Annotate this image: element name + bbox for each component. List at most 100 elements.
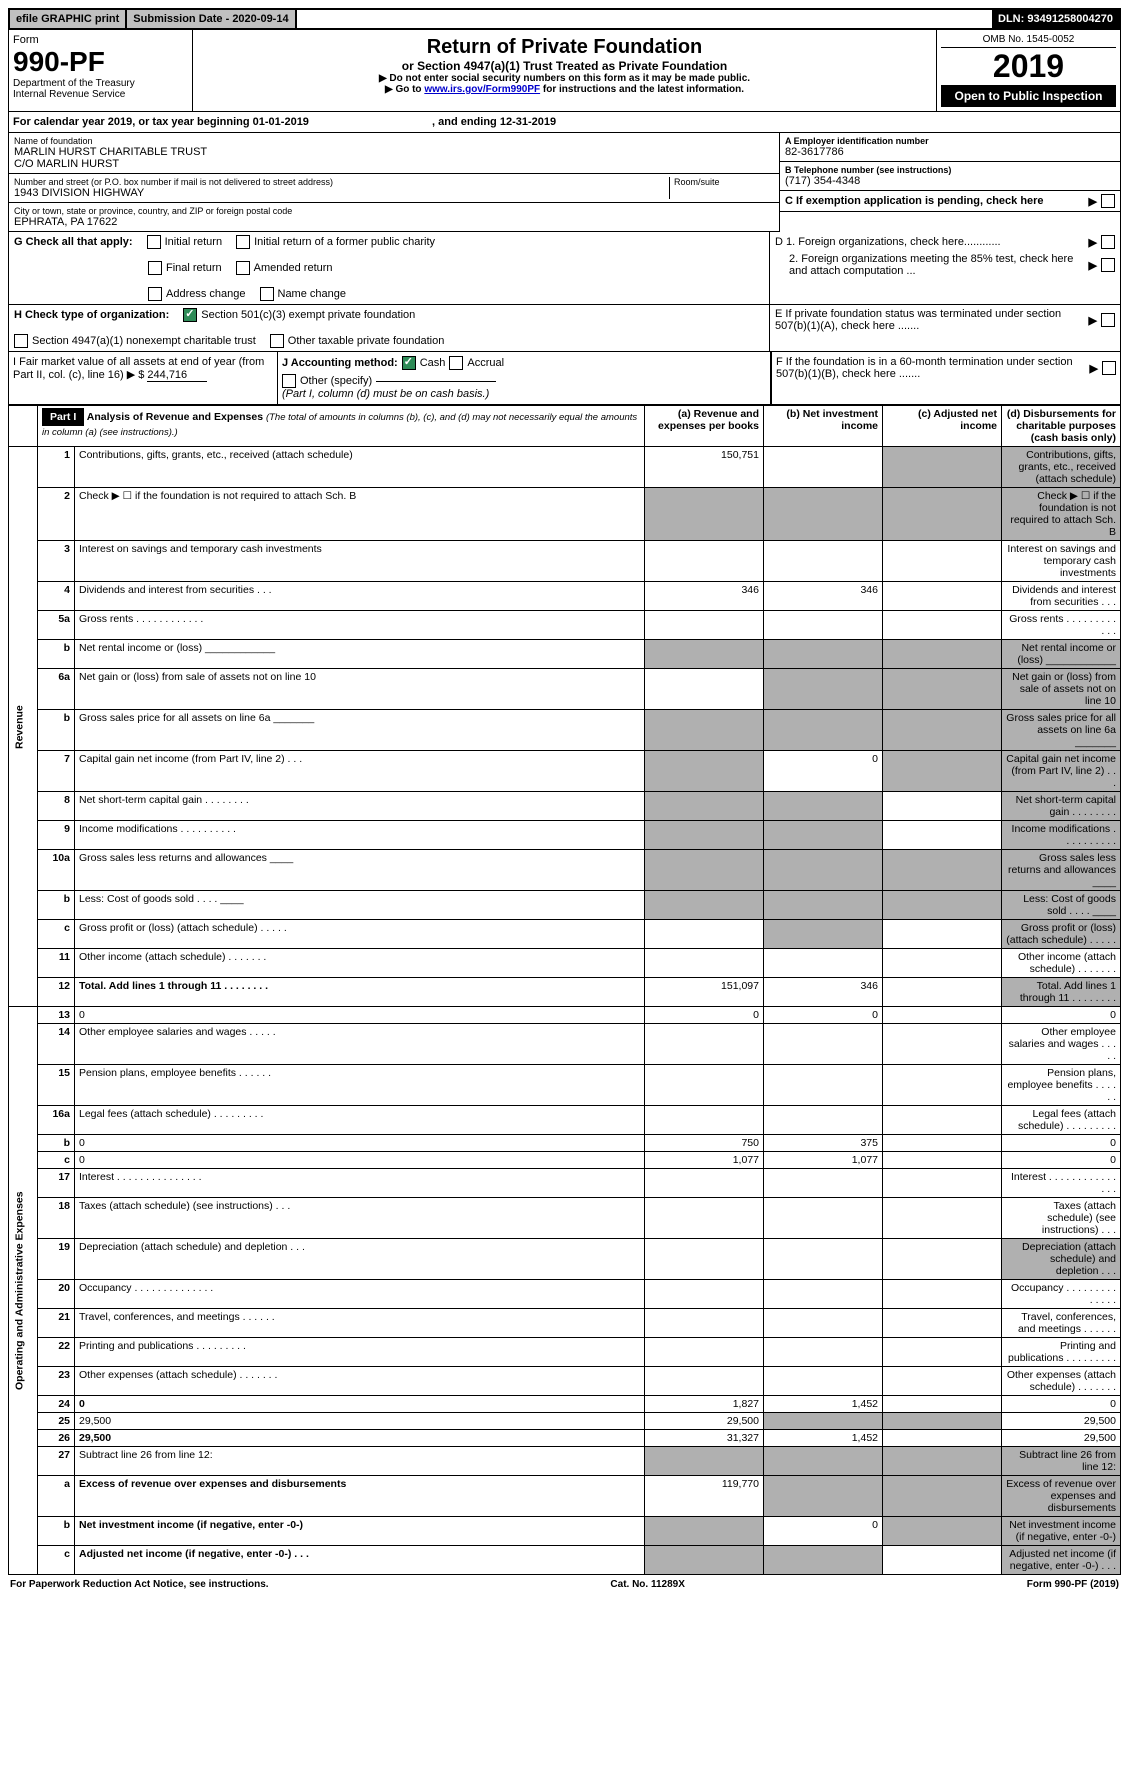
- calyear-end: 12-31-2019: [500, 116, 556, 128]
- row-number: 14: [38, 1024, 75, 1065]
- cell-a: [645, 1239, 764, 1280]
- g-address-checkbox[interactable]: [148, 287, 162, 301]
- g-initial-checkbox[interactable]: [147, 235, 161, 249]
- g-final-checkbox[interactable]: [148, 261, 162, 275]
- efile-button[interactable]: efile GRAPHIC print: [10, 10, 127, 28]
- row-number: 1: [38, 447, 75, 488]
- h-4947-checkbox[interactable]: [14, 334, 28, 348]
- j-accrual: Accrual: [467, 357, 504, 369]
- cell-b: [764, 1476, 883, 1517]
- form-link[interactable]: www.irs.gov/Form990PF: [424, 84, 540, 95]
- cell-a: [645, 1065, 764, 1106]
- cell-d: 0: [1002, 1152, 1121, 1169]
- cell-c: [883, 447, 1002, 488]
- cell-b: [764, 920, 883, 949]
- d2-label: 2. Foreign organizations meeting the 85%…: [775, 253, 1085, 277]
- cell-c: [883, 582, 1002, 611]
- cell-a: 119,770: [645, 1476, 764, 1517]
- g-amended-checkbox[interactable]: [236, 261, 250, 275]
- row-number: 10a: [38, 850, 75, 891]
- row-description: Legal fees (attach schedule) . . . . . .…: [75, 1106, 645, 1135]
- cell-d: 0: [1002, 1396, 1121, 1413]
- cell-c: [883, 1198, 1002, 1239]
- table-row: 20Occupancy . . . . . . . . . . . . . .O…: [9, 1280, 1121, 1309]
- cell-a: [645, 1198, 764, 1239]
- j-cash-checkbox[interactable]: [402, 356, 416, 370]
- row-number: 7: [38, 751, 75, 792]
- cell-c: [883, 1169, 1002, 1198]
- row-description: Net rental income or (loss) ____________: [75, 640, 645, 669]
- cell-d: Capital gain net income (from Part IV, l…: [1002, 751, 1121, 792]
- cell-d: 0: [1002, 1135, 1121, 1152]
- cell-b: 1,452: [764, 1396, 883, 1413]
- table-row: c01,0771,0770: [9, 1152, 1121, 1169]
- j-other-line: [376, 381, 496, 382]
- row-description: Interest . . . . . . . . . . . . . . .: [75, 1169, 645, 1198]
- j-accrual-checkbox[interactable]: [449, 356, 463, 370]
- g-former-checkbox[interactable]: [236, 235, 250, 249]
- cell-d: 29,500: [1002, 1430, 1121, 1447]
- irs-label: Internal Revenue Service: [13, 89, 188, 100]
- cell-c: [883, 1447, 1002, 1476]
- table-row: b07503750: [9, 1135, 1121, 1152]
- cell-c: [883, 1309, 1002, 1338]
- cell-a: 1,077: [645, 1152, 764, 1169]
- g-opt-2: Final return: [166, 262, 222, 274]
- cell-a: [645, 920, 764, 949]
- table-row: 9Income modifications . . . . . . . . . …: [9, 821, 1121, 850]
- row-description: Other employee salaries and wages . . . …: [75, 1024, 645, 1065]
- cell-b: [764, 1239, 883, 1280]
- g-opt-5: Name change: [278, 288, 347, 300]
- cell-b: [764, 1024, 883, 1065]
- col-a-header: (a) Revenue and expenses per books: [645, 406, 764, 447]
- form-header: Form 990-PF Department of the Treasury I…: [8, 30, 1121, 112]
- h-other-checkbox[interactable]: [270, 334, 284, 348]
- c-checkbox[interactable]: [1101, 194, 1115, 208]
- calyear-begin: 01-01-2019: [253, 116, 309, 128]
- cell-b: [764, 541, 883, 582]
- cell-a: 150,751: [645, 447, 764, 488]
- row-number: 8: [38, 792, 75, 821]
- table-row: 12Total. Add lines 1 through 11 . . . . …: [9, 978, 1121, 1007]
- cell-a: 29,500: [645, 1413, 764, 1430]
- d1-checkbox[interactable]: [1101, 235, 1115, 249]
- col-b-header: (b) Net investment income: [764, 406, 883, 447]
- cell-c: [883, 1239, 1002, 1280]
- cell-d: Interest on savings and temporary cash i…: [1002, 541, 1121, 582]
- cell-d: Travel, conferences, and meetings . . . …: [1002, 1309, 1121, 1338]
- table-row: 2Check ▶ ☐ if the foundation is not requ…: [9, 488, 1121, 541]
- row-number: 5a: [38, 611, 75, 640]
- f-checkbox[interactable]: [1102, 361, 1116, 375]
- cell-a: [645, 541, 764, 582]
- cell-d: Excess of revenue over expenses and disb…: [1002, 1476, 1121, 1517]
- row-number: 21: [38, 1309, 75, 1338]
- row-description: Dividends and interest from securities .…: [75, 582, 645, 611]
- j-other-checkbox[interactable]: [282, 374, 296, 388]
- cell-b: [764, 792, 883, 821]
- cell-c: [883, 1476, 1002, 1517]
- row-description: Subtract line 26 from line 12:: [75, 1447, 645, 1476]
- expenses-side-label: Operating and Administrative Expenses: [9, 1007, 38, 1575]
- row-number: a: [38, 1476, 75, 1517]
- cell-a: [645, 1024, 764, 1065]
- cell-a: 750: [645, 1135, 764, 1152]
- cell-c: [883, 1280, 1002, 1309]
- cell-d: Interest . . . . . . . . . . . . . . .: [1002, 1169, 1121, 1198]
- h-501c3-checkbox[interactable]: [183, 308, 197, 322]
- g-name-checkbox[interactable]: [260, 287, 274, 301]
- row-number: 17: [38, 1169, 75, 1198]
- table-row: 3Interest on savings and temporary cash …: [9, 541, 1121, 582]
- cell-c: [883, 1396, 1002, 1413]
- e-checkbox[interactable]: [1101, 313, 1115, 327]
- d2-checkbox[interactable]: [1101, 258, 1115, 272]
- cell-d: Pension plans, employee benefits . . . .…: [1002, 1065, 1121, 1106]
- row-description: Less: Cost of goods sold . . . . ____: [75, 891, 645, 920]
- cell-a: 1,827: [645, 1396, 764, 1413]
- cell-c: [883, 792, 1002, 821]
- row-description: Net short-term capital gain . . . . . . …: [75, 792, 645, 821]
- j-note: (Part I, column (d) must be on cash basi…: [282, 388, 766, 400]
- row-description: Check ▶ ☐ if the foundation is not requi…: [75, 488, 645, 541]
- cell-b: [764, 1447, 883, 1476]
- table-row: bNet investment income (if negative, ent…: [9, 1517, 1121, 1546]
- row-description: Contributions, gifts, grants, etc., rece…: [75, 447, 645, 488]
